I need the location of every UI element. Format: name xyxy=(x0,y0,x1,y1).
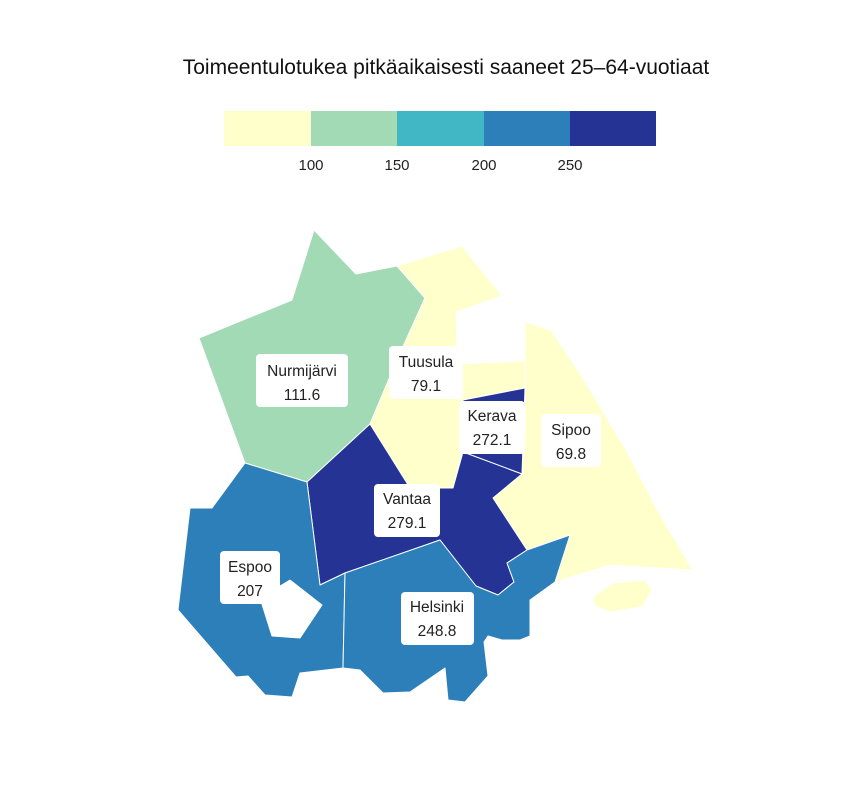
label-value: 279.1 xyxy=(388,515,427,532)
region-sipoo-island[interactable] xyxy=(592,579,653,613)
legend-swatch-1 xyxy=(224,111,311,146)
label-name: Tuusula xyxy=(399,354,454,371)
legend-tick-200: 200 xyxy=(471,157,496,174)
label-helsinki: Helsinki 248.8 xyxy=(401,592,474,645)
label-value: 272.1 xyxy=(473,432,512,449)
legend-swatch-2 xyxy=(311,111,397,146)
label-name: Sipoo xyxy=(551,422,591,439)
label-name: Espoo xyxy=(228,559,272,576)
label-value: 69.8 xyxy=(556,446,586,463)
map-title: Toimeentulotukea pitkäaikaisesti saaneet… xyxy=(182,56,710,79)
label-name: Kerava xyxy=(467,408,516,425)
label-nurmijarvi: Nurmijärvi 111.6 xyxy=(256,354,348,407)
legend-swatch-3 xyxy=(397,111,484,146)
label-name: Vantaa xyxy=(383,491,431,508)
label-value: 79.1 xyxy=(411,378,441,395)
legend-tick-150: 150 xyxy=(384,157,409,174)
label-vantaa: Vantaa 279.1 xyxy=(374,484,440,537)
label-name: Nurmijärvi xyxy=(267,363,337,380)
label-kerava: Kerava 272.1 xyxy=(459,401,525,454)
legend: 100 150 200 250 xyxy=(224,111,656,174)
legend-swatch-5 xyxy=(570,111,656,146)
legend-tick-250: 250 xyxy=(557,157,582,174)
label-value: 111.6 xyxy=(284,387,321,404)
legend-tick-100: 100 xyxy=(298,157,323,174)
labels: Nurmijärvi 111.6 Tuusula 79.1 Kerava 272… xyxy=(220,346,601,645)
label-sipoo: Sipoo 69.8 xyxy=(541,414,601,467)
label-value: 207 xyxy=(237,583,263,600)
label-espoo: Espoo 207 xyxy=(220,551,280,604)
label-name: Helsinki xyxy=(410,599,464,616)
label-tuusula: Tuusula 79.1 xyxy=(389,346,463,399)
legend-swatch-4 xyxy=(484,111,570,146)
label-value: 248.8 xyxy=(418,623,457,640)
